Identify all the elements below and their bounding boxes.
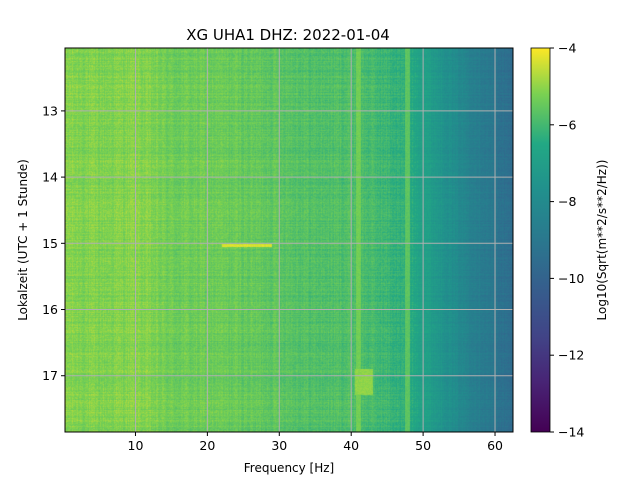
x-tick-label-3: 40	[343, 438, 359, 453]
y-axis-ticks: 13 14 15 16 17	[42, 103, 65, 383]
colorbar-tick-label-4: −12	[558, 348, 584, 363]
chart-title: XG UHA1 DHZ: 2022-01-04	[186, 26, 390, 44]
x-axis-label: Frequency [Hz]	[244, 461, 335, 475]
colorbar-tick-label-2: −8	[558, 194, 576, 209]
colorbar: −4 −6 −8 −10 −12 −14	[530, 41, 584, 440]
x-axis-ticks: 10 20 30 40 50 60	[128, 432, 503, 453]
plot-frame	[64, 47, 514, 433]
y-axis-label: Lokalzeit (UTC + 1 Stunde)	[16, 159, 30, 321]
colorbar-tick-label-3: −10	[558, 271, 584, 286]
y-tick-label-3: 16	[42, 302, 58, 317]
spectrogram-heatmap	[65, 48, 513, 432]
x-tick-label-1: 20	[199, 438, 215, 453]
colorbar-tick-label-1: −6	[558, 117, 576, 132]
y-tick-label-4: 17	[42, 368, 58, 383]
y-tick-label-0: 13	[42, 103, 58, 118]
x-tick-label-5: 60	[487, 438, 503, 453]
plot-area: 10 20 30 40 50 60 13 14 15 16 17	[42, 47, 514, 453]
x-tick-label-2: 30	[271, 438, 287, 453]
x-tick-label-4: 50	[415, 438, 431, 453]
y-tick-label-1: 14	[42, 170, 58, 185]
colorbar-tick-label-0: −4	[558, 41, 576, 56]
x-tick-label-0: 10	[128, 438, 144, 453]
colorbar-tick-label-5: −14	[558, 425, 584, 440]
grid-lines	[65, 48, 513, 432]
y-tick-label-2: 15	[42, 236, 58, 251]
colorbar-gradient	[530, 47, 551, 433]
colorbar-label: Log10(Sqrt(m**2/s**2/Hz))	[595, 160, 609, 321]
colorbar-ticks: −4 −6 −8 −10 −12 −14	[550, 41, 584, 440]
